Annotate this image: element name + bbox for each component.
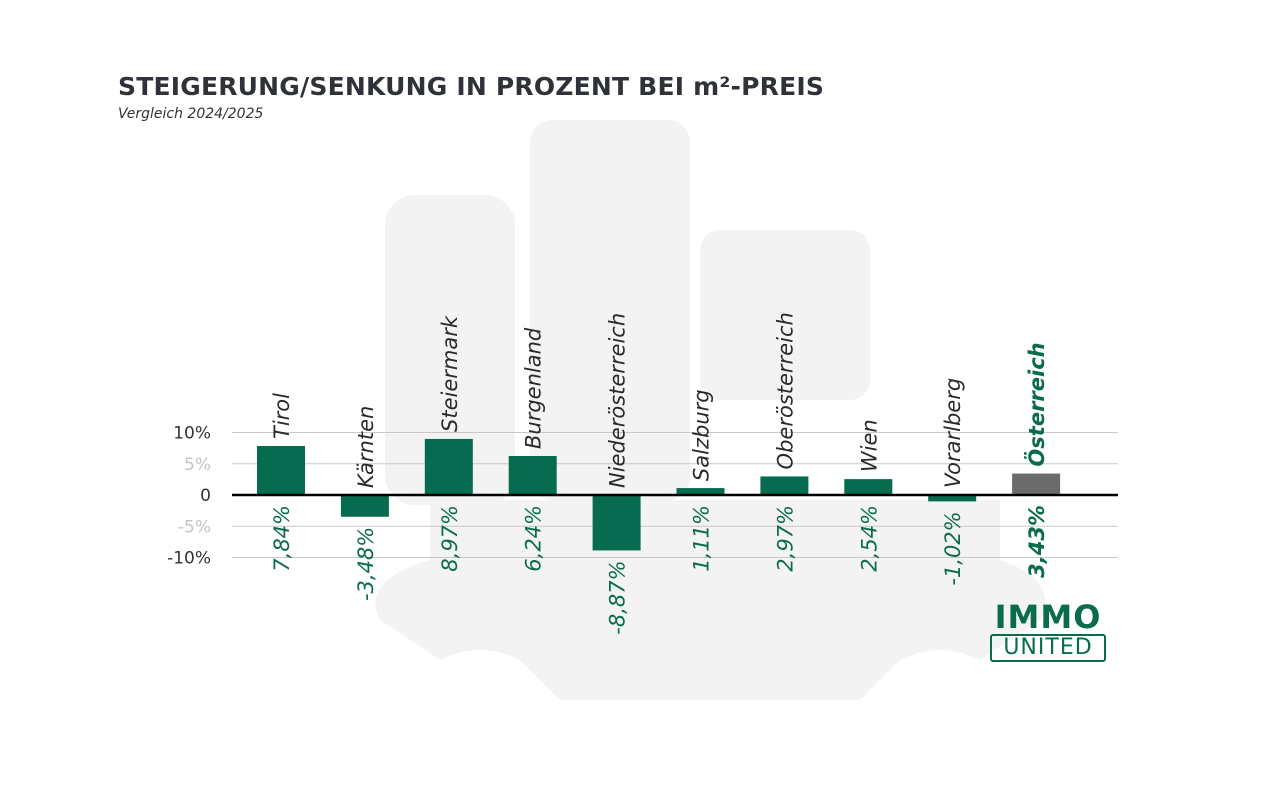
immo-united-logo: IMMO UNITED (990, 600, 1106, 662)
bar-steiermark (424, 438, 473, 495)
value-label: 2,97% (773, 505, 797, 572)
value-label: -3,48% (354, 527, 378, 601)
bar-burgenland (508, 456, 557, 495)
category-label: Wien (857, 419, 881, 472)
bar-salzburg (676, 488, 725, 495)
chart-title: STEIGERUNG/SENKUNG IN PROZENT BEI m²-PRE… (118, 72, 825, 101)
bar-niederösterreich (592, 495, 641, 551)
category-label: Burgenland (522, 327, 546, 449)
y-tick-label: 10% (173, 424, 211, 444)
value-label: 1,11% (690, 505, 714, 572)
y-tick-label: -10% (167, 549, 211, 569)
category-label: Österreich (1024, 342, 1049, 466)
bar-tirol (257, 446, 305, 495)
category-label: Tirol (270, 393, 294, 439)
value-label: -1,02% (941, 511, 965, 585)
value-label: -8,87% (606, 560, 630, 634)
value-label: 7,84% (270, 505, 294, 572)
category-label: Salzburg (690, 389, 714, 481)
value-label: 2,54% (857, 505, 881, 572)
category-label: Niederösterreich (606, 313, 630, 488)
bar-vorarlberg (928, 495, 977, 502)
bar-kärnten (340, 495, 389, 517)
bar-oberösterreich (760, 476, 809, 495)
category-label: Steiermark (438, 315, 462, 432)
value-label: 8,97% (438, 505, 462, 572)
y-tick-label: 0 (200, 486, 211, 506)
bar-wien (844, 479, 893, 495)
y-tick-label: 5% (184, 455, 211, 475)
value-label: 6,24% (522, 505, 546, 572)
watermark-building-icon (375, 120, 1045, 700)
chart-subtitle: Vergleich 2024/2025 (118, 106, 264, 122)
category-label: Oberösterreich (773, 312, 797, 469)
logo-line1: IMMO (994, 598, 1102, 636)
category-label: Kärnten (354, 406, 378, 488)
bar-österreich (1012, 473, 1061, 495)
logo-line2: UNITED (990, 634, 1106, 662)
y-tick-label: -5% (178, 517, 211, 537)
category-label: Vorarlberg (941, 378, 965, 488)
value-label: 3,43% (1025, 505, 1049, 578)
